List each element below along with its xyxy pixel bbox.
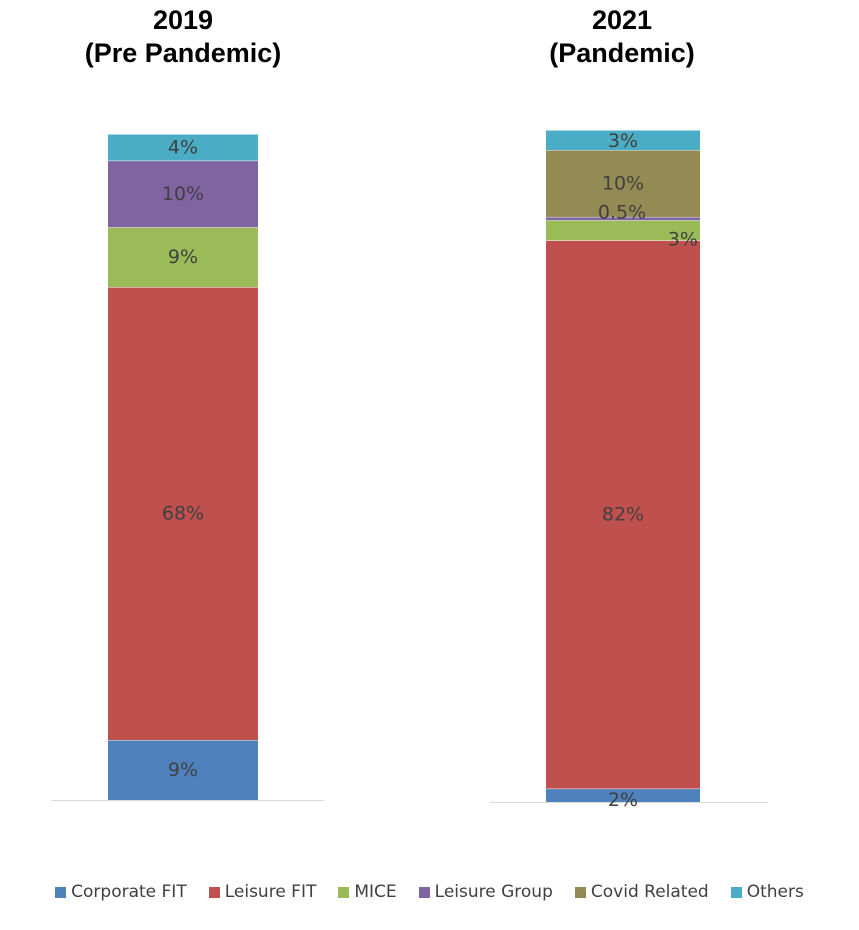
chart-title-2019: 2019 (Pre Pandemic) <box>33 4 333 70</box>
bar-segment-2019-leisure-group <box>108 160 258 228</box>
legend-label-covid-related: Covid Related <box>590 882 709 902</box>
data-label-2019-leisure-fit: 68% <box>162 503 204 525</box>
legend-item-corporate-fit: Corporate FIT <box>55 882 187 902</box>
bar-segment-2021-corporate-fit <box>546 788 700 802</box>
bar-segment-2021-others <box>546 130 700 151</box>
legend-swatch-corporate-fit <box>55 886 67 898</box>
bar-segment-2021-mice <box>546 220 700 241</box>
chart-title-2019-line-2: (Pre Pandemic) <box>84 38 282 68</box>
data-label-2021-leisure-fit: 82% <box>602 503 644 525</box>
legend-item-leisure-group: Leisure Group <box>418 882 553 902</box>
data-label-2019-leisure-group: 10% <box>162 183 204 205</box>
data-label-2019-mice: 9% <box>168 246 198 268</box>
chart-title-2021: 2021 (Pandemic) <box>472 4 772 70</box>
bar-segment-2021-covid-related <box>546 150 700 217</box>
data-label-2021-others: 3% <box>608 130 638 152</box>
data-label-2019-others: 4% <box>168 136 198 158</box>
legend-label-others: Others <box>746 882 804 902</box>
legend-item-mice: MICE <box>338 882 397 902</box>
chart-legend: Corporate FIT Leisure FIT MICE Leisure Grou… <box>0 876 859 908</box>
legend-swatch-leisure-fit <box>208 886 220 898</box>
legend-swatch-covid-related <box>574 886 586 898</box>
chart-title-2021-line-2: (Pandemic) <box>549 38 695 68</box>
legend-item-leisure-fit: Leisure FIT <box>208 882 317 902</box>
bar-segment-2019-leisure-fit <box>108 287 258 741</box>
legend-label-mice: MICE <box>354 882 397 902</box>
stacked-bar-charts: 9% 68% 9% 10% 4% 2% 82% 3% 0.5% 10% 3% <box>51 129 768 811</box>
legend-label-leisure-fit: Leisure FIT <box>224 882 317 902</box>
legend-item-others: Others <box>730 882 804 902</box>
data-label-2021-corporate-fit: 2% <box>608 789 638 811</box>
data-label-2021-mice: 3% <box>668 228 698 250</box>
chart-title-2021-line-1: 2021 <box>591 5 653 35</box>
legend-swatch-mice <box>338 886 350 898</box>
bar-segment-2021-leisure-fit <box>546 240 700 789</box>
legend-label-corporate-fit: Corporate FIT <box>71 882 187 902</box>
data-label-2021-covid-related: 10% <box>602 172 644 194</box>
chart-title-2019-line-1: 2019 <box>152 5 214 35</box>
data-label-2019-corporate-fit: 9% <box>168 759 198 781</box>
legend-swatch-leisure-group <box>418 886 430 898</box>
legend-label-leisure-group: Leisure Group <box>434 882 553 902</box>
data-label-2021-leisure-group: 0.5% <box>598 201 646 223</box>
legend-item-covid-related: Covid Related <box>574 882 709 902</box>
bar-segment-2019-mice <box>108 227 258 288</box>
bar-segment-2021-leisure-group <box>546 216 700 221</box>
bar-segment-2019-corporate-fit <box>108 740 258 800</box>
bar-segment-2019-others <box>108 134 258 161</box>
legend-swatch-others <box>730 886 742 898</box>
